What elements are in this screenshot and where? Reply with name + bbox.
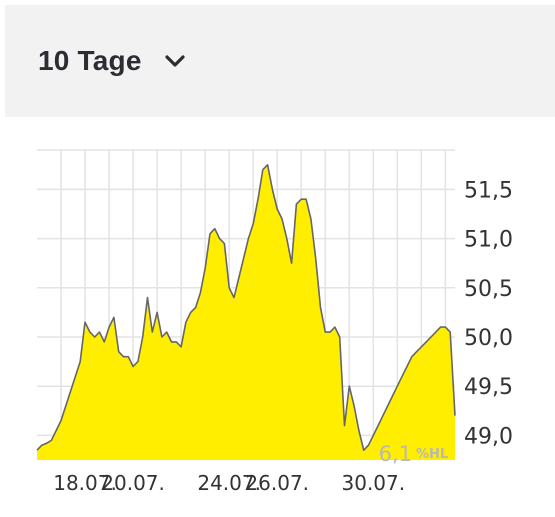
period-selector[interactable]: 10 Tage <box>5 5 555 117</box>
y-axis-ticks: 51,5 51,0 50,5 50,0 49,5 49,0 <box>464 178 513 449</box>
price-area <box>37 164 455 461</box>
y-tick-label: 50,0 <box>464 326 513 351</box>
x-tick-label: 24.07. <box>197 471 261 495</box>
chevron-down-icon <box>165 55 185 67</box>
chart-svg: 51,5 51,0 50,5 50,0 49,5 49,0 18.07.20.07. 24.… <box>36 149 513 495</box>
period-label: 10 Tage <box>38 45 142 76</box>
y-tick-label: 51,5 <box>464 178 513 203</box>
volatility-annotation: 6,1 %HL <box>379 442 449 466</box>
x-tick-label: 30.07. <box>342 471 406 495</box>
x-tick-label: 20.07. <box>101 471 165 495</box>
x-tick-label: 18.07. <box>53 471 117 495</box>
annotation-unit: %HL <box>416 447 448 462</box>
price-line <box>36 164 456 451</box>
x-tick-label: 26.07. <box>245 471 309 495</box>
x-axis-ticks: 18.07.20.07. 24.07.26.07. 30.07. <box>53 471 405 495</box>
price-chart: 51,5 51,0 50,5 50,0 49,5 49,0 18.07. 20.07. 24.… <box>0 130 555 512</box>
y-tick-label: 49,5 <box>464 375 513 400</box>
y-tick-label: 50,5 <box>464 277 513 302</box>
annotation-value: 6,1 <box>379 442 412 466</box>
y-tick-label: 49,0 <box>464 424 513 449</box>
y-tick-label: 51,0 <box>464 228 513 253</box>
